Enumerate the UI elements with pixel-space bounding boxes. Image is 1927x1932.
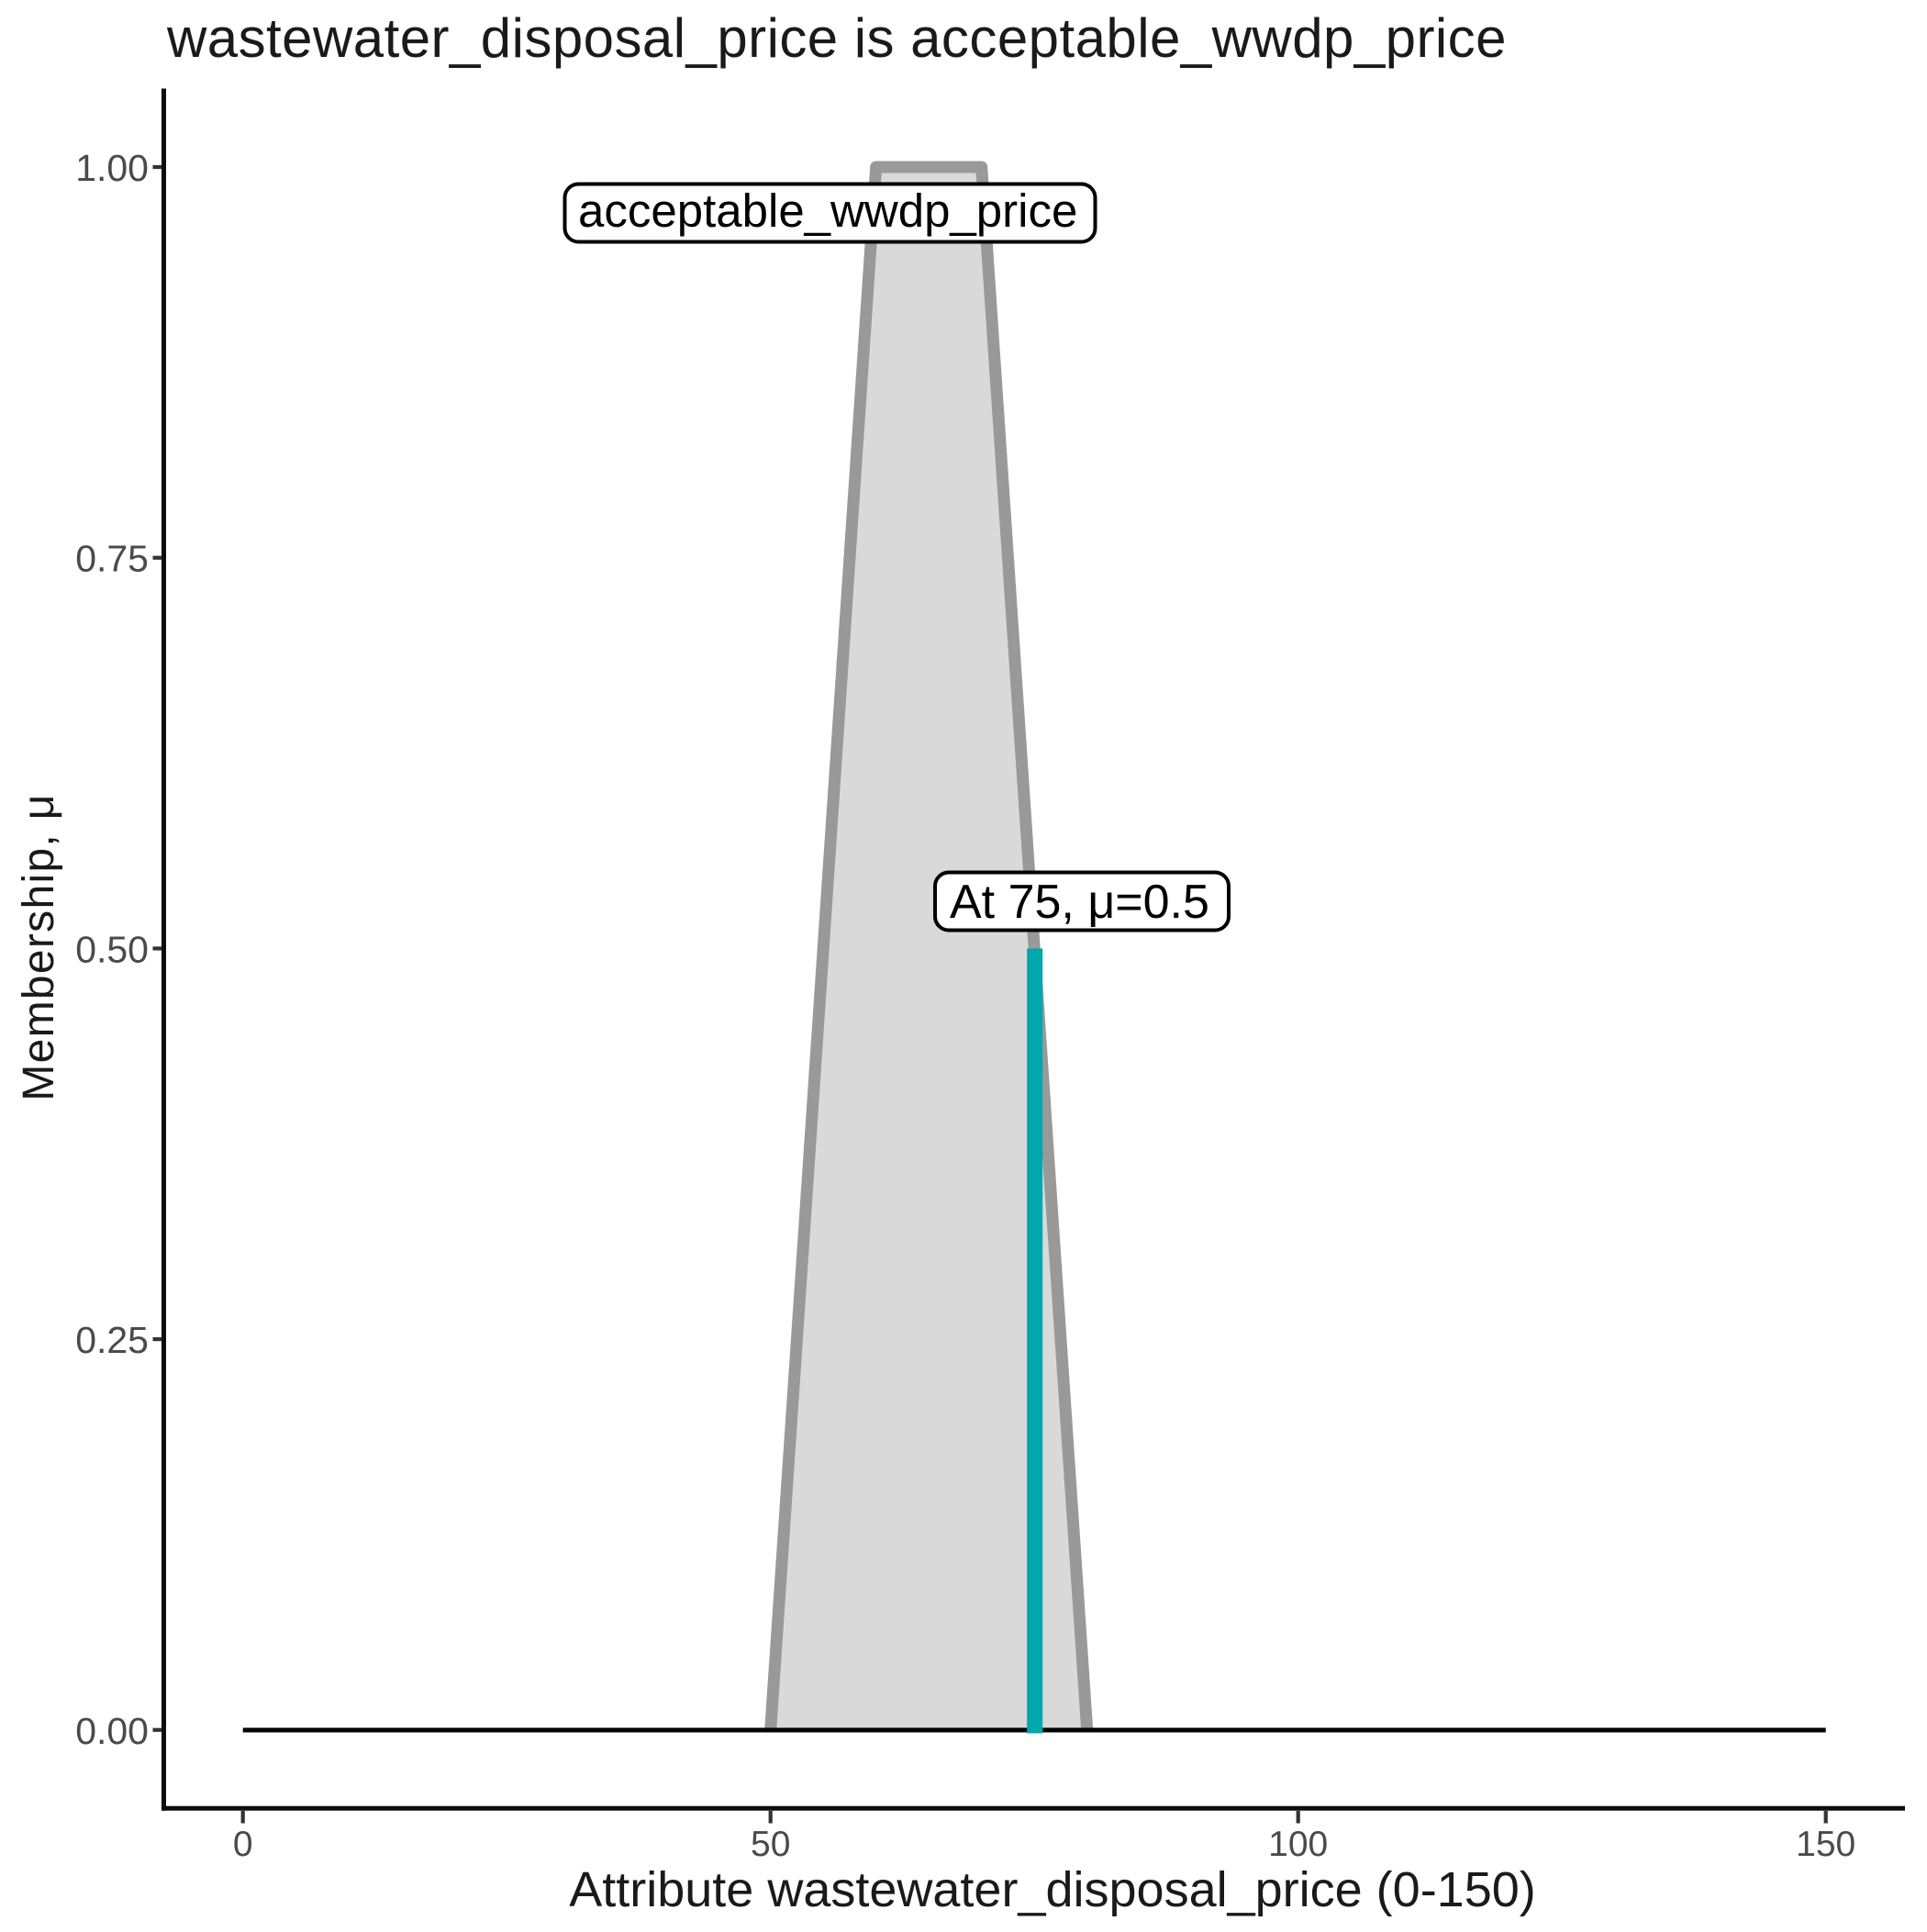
svg-text:0.00: 0.00 [75, 1710, 149, 1752]
svg-text:100: 100 [1268, 1825, 1328, 1864]
svg-text:At 75, μ=0.5: At 75, μ=0.5 [950, 876, 1209, 929]
svg-text:wastewater_disposal_price is a: wastewater_disposal_price is acceptable_… [166, 7, 1507, 69]
svg-text:Membership, μ: Membership, μ [15, 793, 63, 1100]
svg-text:acceptable_wwdp_price: acceptable_wwdp_price [578, 184, 1077, 237]
svg-text:0.25: 0.25 [75, 1319, 149, 1361]
svg-text:0: 0 [233, 1825, 253, 1864]
svg-text:0.50: 0.50 [75, 928, 149, 970]
svg-text:0.75: 0.75 [75, 538, 149, 580]
svg-text:50: 50 [751, 1825, 790, 1864]
svg-text:150: 150 [1796, 1825, 1855, 1864]
svg-text:Attribute wastewater_disposal_: Attribute wastewater_disposal_price (0-1… [569, 1862, 1536, 1917]
svg-text:1.00: 1.00 [75, 147, 149, 189]
